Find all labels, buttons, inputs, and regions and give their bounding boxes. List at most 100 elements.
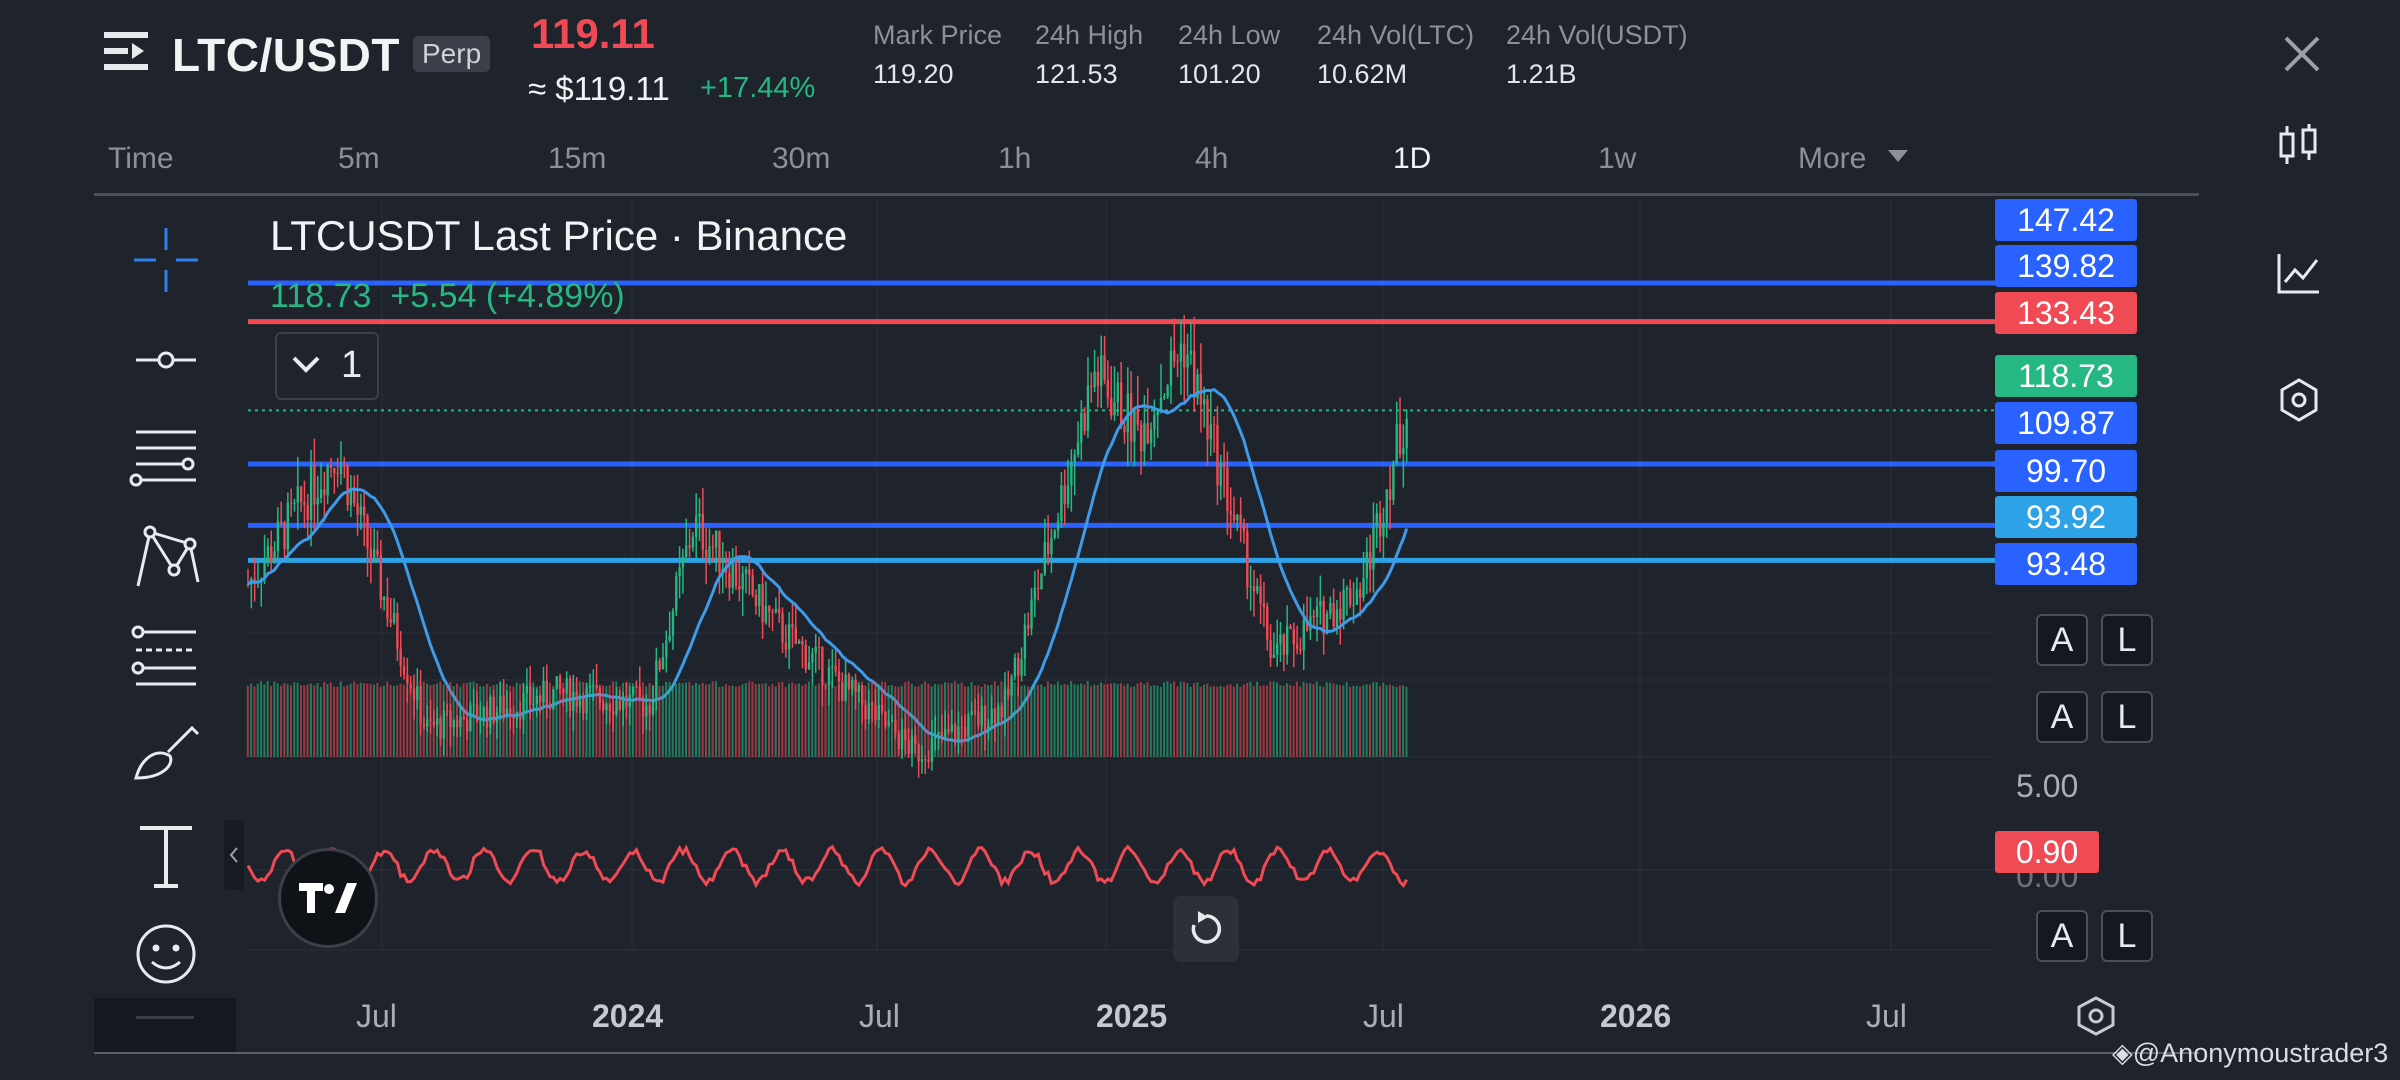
volume-bar	[1176, 686, 1179, 757]
candle-body	[1269, 640, 1272, 658]
crosshair-icon[interactable]	[128, 222, 204, 298]
tab-1h[interactable]: 1h	[998, 142, 1032, 175]
volume-bar	[837, 684, 840, 757]
reset-chart-button[interactable]	[1173, 896, 1239, 962]
volume-bar	[1239, 686, 1242, 757]
volume-bar	[1206, 683, 1209, 757]
candle-body	[1119, 382, 1123, 427]
tab-1w[interactable]: 1w	[1598, 142, 1637, 175]
pattern-tool-icon[interactable]	[128, 520, 204, 596]
volume-bar	[1063, 683, 1066, 757]
candle-body	[296, 486, 299, 503]
tradingview-logo	[278, 848, 378, 948]
volume-bar	[1156, 685, 1159, 757]
horizontal-line-tool-icon[interactable]	[128, 322, 204, 398]
indicators-collapse-button[interactable]: 1	[275, 332, 379, 400]
volume-bar	[1179, 681, 1182, 757]
volume-bar	[1256, 681, 1259, 757]
log-scale-button[interactable]: L	[2101, 691, 2153, 743]
candle-body	[1149, 429, 1153, 444]
volume-bar	[1073, 684, 1076, 757]
candle-body	[1013, 657, 1017, 677]
candle-body	[309, 464, 313, 520]
volume-bar	[1103, 684, 1106, 757]
candle-body	[1040, 573, 1043, 589]
log-scale-button[interactable]: L	[2101, 614, 2153, 666]
candle-body	[1209, 424, 1212, 440]
volume-bar	[250, 683, 253, 757]
tab-1d[interactable]: 1D	[1393, 142, 1432, 175]
volume-bar	[529, 681, 531, 757]
volume-bar	[260, 681, 263, 757]
tab-5m[interactable]: 5m	[338, 142, 380, 175]
volume-bar	[515, 682, 518, 757]
candle-body	[831, 666, 834, 668]
auto-scale-button[interactable]: A	[2036, 691, 2088, 743]
emoji-tool-icon[interactable]	[128, 916, 204, 992]
tab-more[interactable]: More	[1798, 142, 1867, 175]
candle-body	[728, 572, 731, 588]
volume-bar	[1382, 682, 1385, 757]
volume-bar	[382, 685, 385, 757]
toolbar-bottom-bar	[94, 998, 236, 1054]
tab-15m[interactable]: 15m	[548, 142, 607, 175]
candle-body	[1100, 355, 1103, 387]
collapse-toolbar-button[interactable]	[224, 820, 244, 890]
candle-body	[1017, 657, 1020, 676]
volume-bar	[343, 686, 346, 757]
volume-bar	[847, 682, 850, 757]
pair-title[interactable]: LTC/USDT	[172, 29, 401, 81]
volume-bar	[1119, 683, 1122, 757]
volume-bar	[973, 685, 976, 757]
volume-bar	[319, 686, 322, 757]
price-label: 93.48	[1995, 543, 2137, 585]
fibonacci-tool-icon[interactable]	[128, 618, 204, 694]
candlestick-icon[interactable]	[2275, 122, 2323, 170]
volume-bar	[970, 682, 973, 757]
candle-body	[1163, 396, 1166, 398]
text-tool-icon[interactable]	[128, 818, 204, 894]
volume-bar	[618, 686, 621, 757]
tab-4h[interactable]: 4h	[1195, 142, 1229, 175]
candle-body	[1096, 371, 1100, 387]
candle-body	[1272, 654, 1276, 658]
log-scale-button[interactable]: L	[2101, 910, 2153, 962]
volume-bar	[671, 683, 674, 757]
chart-legend-title: LTCUSDT Last Price · Binance	[270, 212, 848, 259]
candle-body	[1129, 393, 1133, 442]
tab-time[interactable]: Time	[108, 142, 174, 175]
volume-bar	[774, 686, 777, 757]
volume-bar	[661, 685, 664, 757]
brush-tool-icon[interactable]	[128, 716, 204, 792]
candle-body	[313, 464, 316, 505]
volume-bar	[1017, 686, 1020, 757]
parallel-lines-tool-icon[interactable]	[128, 420, 204, 496]
candle-body	[701, 513, 705, 550]
close-icon[interactable]	[2280, 32, 2324, 76]
volume-bar	[482, 686, 485, 757]
axis-settings-icon[interactable]	[2074, 994, 2118, 1038]
volume-bar	[558, 684, 561, 757]
auto-scale-button[interactable]: A	[2036, 910, 2088, 962]
candle-body	[791, 623, 794, 628]
volume-bar	[535, 686, 538, 757]
chevron-down-icon[interactable]	[1888, 150, 1908, 164]
volume-bar	[953, 681, 956, 757]
tab-30m[interactable]: 30m	[772, 142, 831, 175]
menu-icon[interactable]	[104, 30, 150, 74]
volume-bar	[1292, 686, 1295, 757]
candle-body	[1236, 514, 1239, 521]
candle-body	[1266, 606, 1269, 641]
candle-body	[1060, 485, 1063, 521]
stat-label-24h-low: 24h Low	[1178, 20, 1281, 50]
settings-hexagon-icon[interactable]	[2275, 376, 2323, 424]
volume-bar	[1236, 683, 1239, 757]
volume-bar	[834, 686, 837, 757]
auto-scale-button[interactable]: A	[2036, 614, 2088, 666]
volume-bar	[728, 685, 731, 757]
indicator-chart-icon[interactable]	[2275, 250, 2323, 298]
volume-bar	[525, 685, 528, 757]
candle-body	[678, 567, 681, 577]
candle-body	[326, 465, 329, 496]
